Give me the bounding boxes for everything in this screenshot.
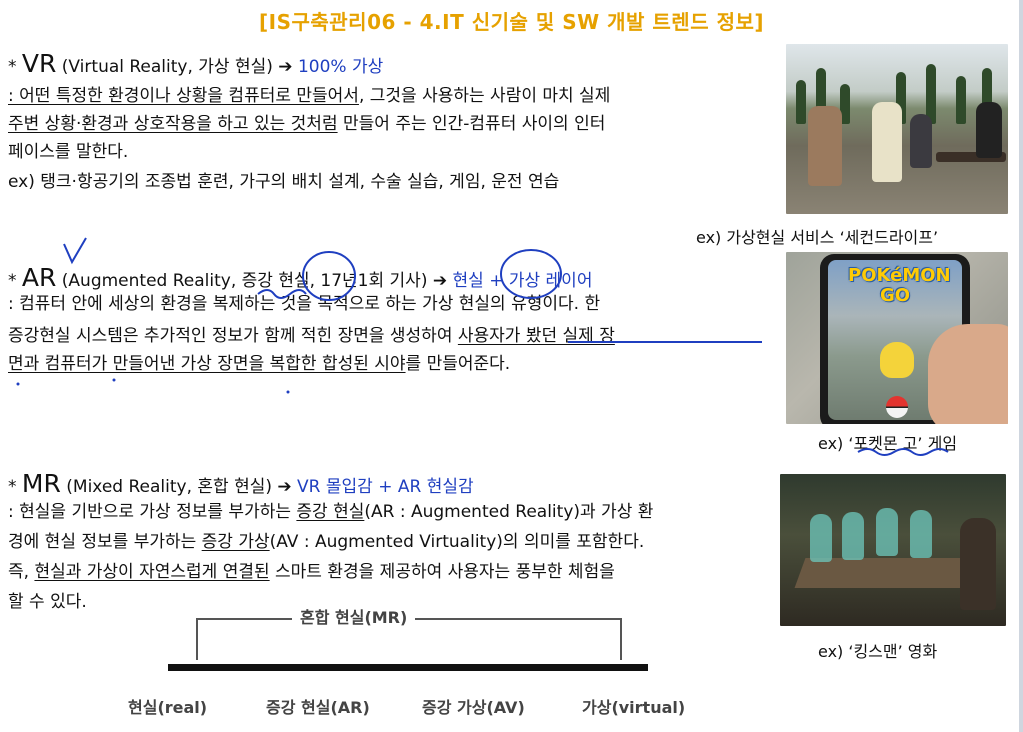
second-life-image bbox=[786, 44, 1008, 214]
mr-line-3-rest: 스마트 환경을 제공하여 사용자는 풍부한 체험을 bbox=[269, 562, 615, 582]
ink-dot-3 bbox=[286, 390, 290, 394]
ar-line-2-text: 증강현실 시스템은 추가적인 정보가 함께 적힌 장면을 생성하여 bbox=[8, 326, 458, 346]
ar-line-3: 면과 컴퓨터가 만들어낸 가상 장면을 복합한 합성된 시야를 만들어준다. bbox=[8, 350, 510, 378]
ar-term: AR bbox=[21, 263, 57, 292]
ar-arrow: ➔ bbox=[432, 271, 448, 291]
right-border bbox=[1019, 0, 1023, 732]
ar-caption-post: ’ 게임 bbox=[917, 434, 958, 453]
ar-bullet: * bbox=[8, 271, 17, 291]
mr-line-4: 할 수 있다. bbox=[8, 592, 87, 612]
mr-tagline: VR 몰입감 + AR 현실감 bbox=[297, 477, 474, 497]
mr-line-1-rest: (AR : Augmented Reality)과 가상 환 bbox=[364, 502, 654, 522]
vr-caption: ex) 가상현실 서비스 ‘세컨드라이프’ bbox=[696, 228, 939, 247]
vr-term: VR bbox=[21, 49, 57, 78]
vr-line-3: 페이스를 말한다. bbox=[8, 142, 129, 162]
mr-line-3-underlined: 현실과 가상이 자연스럽게 연결된 bbox=[34, 562, 270, 582]
vr-arrow: ➔ bbox=[278, 57, 293, 77]
vr-line-2-underlined: 주변 상황·환경과 상호작용을 하고 있는 것처럼 bbox=[8, 114, 338, 134]
vr-bullet: * bbox=[8, 57, 17, 77]
pokemon-go-logo: POKéMON GO bbox=[848, 265, 951, 306]
mr-bracket-label: 혼합 현실(MR) bbox=[292, 604, 416, 628]
mr-paren: (Mixed Reality, 혼합 현실) bbox=[66, 477, 272, 497]
axis-label-av: 증강 가상(AV) bbox=[422, 698, 525, 717]
mr-line-2-underlined: 증강 가상 bbox=[201, 532, 270, 552]
mr-line-3: 즉, 현실과 가상이 자연스럽게 연결된 스마트 환경을 제공하여 사용자는 풍… bbox=[8, 558, 615, 586]
pokeball-icon bbox=[886, 396, 908, 418]
ar-line-3-underlined: 면과 컴퓨터가 만들어낸 가상 장면을 복합한 합성된 시야 bbox=[8, 354, 406, 374]
mr-arrow: ➔ bbox=[277, 477, 292, 497]
vr-paren: (Virtual Reality, 가상 현실) bbox=[61, 57, 273, 77]
ar-line-3-rest: 를 만들어준다. bbox=[405, 354, 511, 374]
vr-heading: * VR (Virtual Reality, 가상 현실) ➔ 100% 가상 bbox=[8, 50, 383, 81]
mr-caption: ex) ‘킹스맨’ 영화 bbox=[818, 642, 938, 661]
pokemon-go-image: POKéMON GO bbox=[786, 252, 1008, 424]
mr-line-2-text: 경에 현실 정보를 부가하는 bbox=[8, 532, 202, 552]
vr-line-1: : 어떤 특정한 환경이나 상황을 컴퓨터로 만들어서, 그것을 사용하는 사람… bbox=[8, 82, 610, 110]
axis-label-virtual: 가상(virtual) bbox=[582, 698, 686, 717]
vr-example: ex) 탱크·항공기의 조종법 훈련, 가구의 배치 설계, 수술 실습, 게임… bbox=[8, 172, 560, 192]
mr-term: MR bbox=[21, 469, 61, 498]
ar-paren: (Augmented Reality, 증강 현실, 17년1회 기사) bbox=[61, 271, 428, 291]
axis-label-ar: 증강 현실(AR) bbox=[266, 698, 370, 717]
vr-tagline: 100% 가상 bbox=[297, 57, 384, 77]
ar-tagline: 현실 + 가상 레이어 bbox=[452, 271, 593, 291]
mr-line-2: 경에 현실 정보를 부가하는 증강 가상(AV : Augmented Virt… bbox=[8, 528, 644, 556]
vr-line-2: 주변 상황·환경과 상호작용을 하고 있는 것처럼 만들어 주는 인간-컴퓨터 … bbox=[8, 110, 605, 138]
ar-caption: ex) ‘포켓몬 고’ 게임 bbox=[818, 430, 957, 454]
hand-graphic bbox=[928, 324, 1008, 424]
check-mark bbox=[63, 237, 87, 265]
ink-dot-2 bbox=[112, 378, 116, 382]
axis-label-real: 현실(real) bbox=[128, 698, 208, 717]
mr-line-1-underlined: 증강 현실 bbox=[296, 502, 365, 522]
vr-line-1-rest: , 그것을 사용하는 사람이 마치 실제 bbox=[358, 86, 611, 106]
ar-caption-pre: ex) ‘ bbox=[818, 434, 854, 453]
mr-line-3-text: 즉, bbox=[8, 562, 35, 582]
mr-line-1: : 현실을 기반으로 가상 정보를 부가하는 증강 현실(AR : Augmen… bbox=[8, 498, 653, 526]
ar-line-1: : 컴퓨터 안에 세상의 환경을 복제하는 것을 목적으로 하는 가상 현실의 … bbox=[8, 294, 601, 314]
ink-dot-1 bbox=[16, 382, 20, 386]
kingsman-image bbox=[780, 474, 1006, 626]
vr-line-2-rest: 만들어 주는 인간-컴퓨터 사이의 인터 bbox=[337, 114, 606, 134]
ar-line-2-underlined: 사용자가 봤던 실제 장 bbox=[457, 326, 615, 346]
mr-line-1-text: : 현실을 기반으로 가상 정보를 부가하는 bbox=[8, 502, 297, 522]
ar-line-2: 증강현실 시스템은 추가적인 정보가 함께 적힌 장면을 생성하여 사용자가 봤… bbox=[8, 322, 615, 350]
mr-bullet: * bbox=[8, 477, 17, 497]
page-title: [IS구축관리06 - 4.IT 신기술 및 SW 개발 트렌드 정보] bbox=[258, 10, 765, 34]
vr-line-1-underlined: : 어떤 특정한 환경이나 상황을 컴퓨터로 만들어서 bbox=[8, 86, 359, 106]
mr-heading: * MR (Mixed Reality, 혼합 현실) ➔ VR 몰입감 + A… bbox=[8, 470, 474, 501]
pikachu-graphic bbox=[880, 342, 914, 378]
reality-axis bbox=[168, 664, 648, 671]
mr-line-2-rest: (AV : Augmented Virtuality)의 의미를 포함한다. bbox=[269, 532, 645, 552]
ar-caption-game: 포켓몬 고 bbox=[853, 434, 918, 453]
